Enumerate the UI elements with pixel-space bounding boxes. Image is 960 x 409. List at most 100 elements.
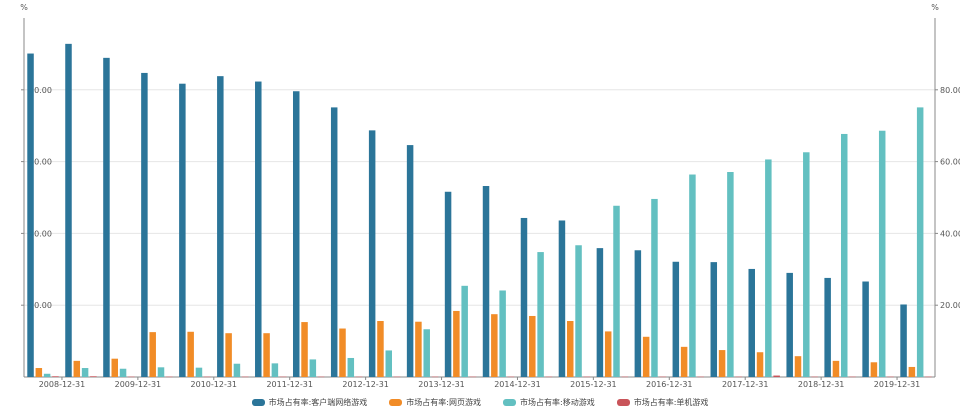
bar (887, 376, 894, 378)
bar (803, 152, 810, 377)
bar (255, 81, 262, 377)
bar (217, 76, 224, 377)
bar (368, 130, 376, 377)
x-tick-label: 2009-12-31 (115, 380, 162, 389)
bar (271, 363, 279, 377)
legend-swatch (389, 399, 403, 406)
y-tick-label-left: 80.00 (29, 86, 52, 95)
bar (339, 328, 346, 377)
bar (393, 376, 401, 378)
x-tick-label: 2014-12-31 (494, 380, 541, 389)
chart-legend: 市场占有率:客户端网络游戏 市场占有率:网页游戏 市场占有率:移动游戏 市场占有… (0, 396, 960, 409)
bar (431, 376, 439, 378)
y-tick-label-right: 20.00 (940, 301, 960, 310)
bar (263, 333, 270, 377)
y-unit-left: % (20, 3, 28, 12)
bar (453, 310, 460, 377)
bar (377, 321, 384, 377)
y-tick-label-right: 40.00 (940, 229, 960, 238)
bar (90, 376, 97, 377)
x-tick-label: 2019-12-31 (874, 380, 921, 389)
legend-swatch (616, 399, 630, 406)
bar (309, 359, 317, 377)
legend-item-client-games[interactable]: 市场占有率:客户端网络游戏 (251, 397, 367, 408)
bar (27, 53, 34, 377)
bar (849, 376, 856, 378)
legend-label: 市场占有率:单机游戏 (633, 398, 709, 407)
x-tick-label: 2012-12-31 (342, 380, 389, 389)
bar (773, 375, 780, 377)
bar (301, 322, 308, 377)
y-unit-right: % (931, 3, 939, 12)
bar (103, 57, 110, 377)
bar (634, 250, 642, 377)
y-tick-label-right: 80.00 (940, 86, 960, 95)
bar (141, 72, 148, 378)
bar (642, 336, 650, 377)
bar (689, 174, 696, 377)
bar (65, 43, 72, 377)
bar (347, 357, 355, 377)
x-tick-label: 2015-12-31 (570, 380, 617, 389)
market-share-chart: %% 20.00 20.00 40.00 40.00 60.00 60.00 80.00 80.… (20, 3, 960, 389)
bar (613, 205, 620, 377)
bar (507, 376, 515, 378)
bar (149, 332, 156, 378)
bar (832, 360, 840, 377)
bar (292, 91, 300, 378)
bar (520, 217, 528, 377)
bar (583, 376, 591, 378)
bar (710, 262, 718, 377)
y-tick-label-right: 60.00 (940, 158, 960, 167)
bar (469, 376, 477, 378)
bar (225, 333, 232, 377)
bar (187, 331, 194, 377)
bar (482, 186, 490, 377)
bar (718, 350, 726, 377)
bar (794, 356, 802, 377)
bar (841, 133, 848, 377)
bar (824, 277, 831, 377)
legend-label: 市场占有率:网页游戏 (406, 398, 481, 407)
bar (128, 376, 135, 378)
bar (406, 145, 414, 377)
y-tick-label-left: 20.00 (29, 301, 52, 310)
legend-label: 市场占有率:移动游戏 (520, 398, 595, 407)
bar (545, 376, 553, 378)
bar (575, 245, 582, 377)
x-tick-label: 2016-12-31 (646, 380, 693, 389)
bar (111, 358, 118, 377)
bar (651, 198, 658, 377)
bar (119, 368, 127, 377)
bar (385, 350, 392, 377)
x-tick-label: 2008-12-31 (39, 380, 86, 389)
legend-item-web-games[interactable]: 市场占有率:网页游戏 (389, 397, 481, 408)
bar (596, 248, 604, 377)
bar (604, 331, 612, 377)
bar (43, 373, 51, 377)
legend-swatch (251, 399, 265, 406)
legend-item-standalone-games[interactable]: 市场占有率:单机游戏 (616, 397, 709, 408)
bar (415, 321, 422, 377)
bar (878, 130, 886, 377)
bar (925, 376, 932, 378)
y-tick-label-left: 60.00 (29, 158, 52, 167)
bar (491, 314, 498, 377)
bar (537, 252, 544, 377)
bar (727, 172, 734, 377)
bar (204, 376, 211, 378)
bar (279, 376, 287, 378)
bar (756, 352, 764, 377)
bar (900, 304, 907, 377)
bar (499, 290, 506, 377)
bar (529, 315, 536, 377)
bar (195, 367, 203, 377)
y-tick-label-left: 40.00 (29, 229, 52, 238)
bar (672, 261, 680, 377)
bar (233, 363, 241, 377)
bar (241, 376, 249, 378)
bar (317, 376, 325, 378)
legend-item-mobile-games[interactable]: 市场占有率:移动游戏 (503, 397, 595, 408)
bar (73, 360, 81, 377)
bar (680, 346, 688, 377)
